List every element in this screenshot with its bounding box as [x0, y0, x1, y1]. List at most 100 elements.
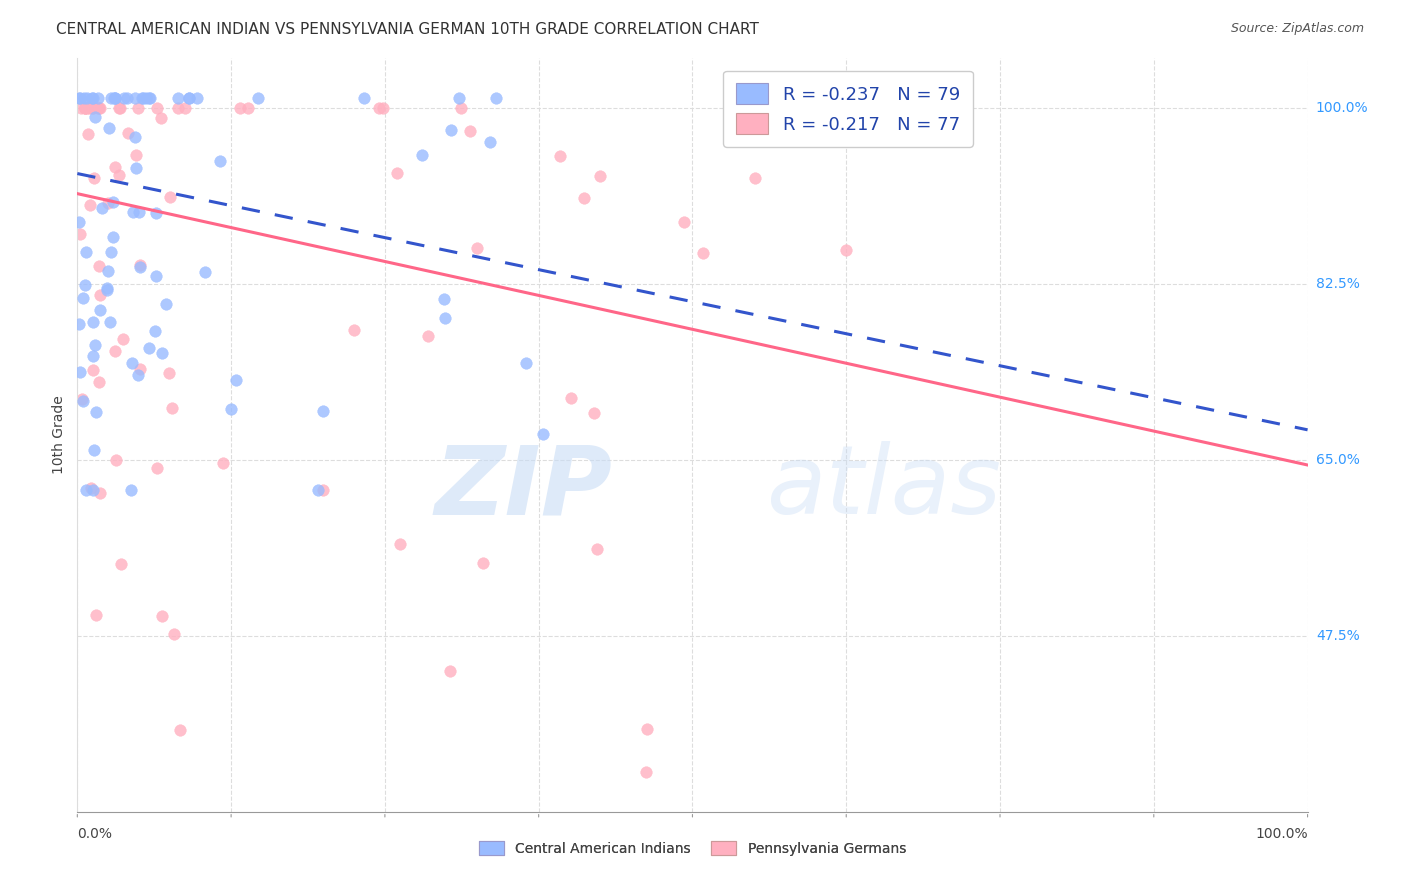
Point — [82, 91, 104, 105]
Point — [149, 111, 172, 125]
Point — [89, 486, 111, 500]
Point — [548, 149, 571, 163]
Point — [434, 310, 457, 325]
Point — [112, 91, 135, 105]
Point — [69, 91, 91, 105]
Point — [312, 403, 335, 417]
Point — [835, 243, 858, 257]
Point — [104, 91, 127, 105]
Point — [586, 541, 609, 556]
Point — [127, 101, 149, 115]
Point — [70, 101, 93, 115]
Point — [371, 101, 394, 115]
Point — [515, 356, 537, 370]
Point — [80, 481, 103, 495]
Point — [418, 328, 440, 343]
Point — [89, 288, 111, 302]
Point — [104, 344, 127, 359]
Point — [177, 91, 200, 105]
Point — [67, 317, 90, 331]
Point — [76, 91, 98, 105]
Point — [588, 169, 610, 183]
Point — [167, 91, 190, 105]
Point — [744, 170, 766, 185]
Point — [122, 204, 145, 219]
Point — [177, 91, 200, 105]
Point — [82, 101, 104, 115]
Point — [87, 259, 110, 273]
Point — [440, 123, 463, 137]
Point — [69, 365, 91, 379]
Point — [159, 189, 181, 203]
Point — [209, 154, 232, 169]
Point — [472, 557, 495, 571]
Point — [186, 91, 208, 105]
Point — [72, 392, 94, 406]
Point — [145, 461, 167, 475]
Point — [77, 128, 100, 142]
Text: 65.0%: 65.0% — [1316, 453, 1360, 467]
Y-axis label: 10th Grade: 10th Grade — [52, 395, 66, 475]
Point — [160, 401, 183, 415]
Point — [115, 91, 138, 105]
Point — [104, 91, 127, 105]
Point — [139, 91, 162, 105]
Point — [101, 195, 124, 210]
Point — [87, 376, 110, 390]
Point — [125, 148, 148, 162]
Point — [84, 607, 107, 622]
Point — [447, 91, 470, 105]
Point — [104, 161, 127, 175]
Point — [124, 129, 146, 144]
Point — [169, 723, 191, 737]
Point — [121, 356, 143, 370]
Point — [96, 283, 118, 297]
Point — [634, 764, 657, 779]
Point — [75, 483, 97, 497]
Point — [97, 121, 120, 136]
Point — [97, 264, 120, 278]
Text: CENTRAL AMERICAN INDIAN VS PENNSYLVANIA GERMAN 10TH GRADE CORRELATION CHART: CENTRAL AMERICAN INDIAN VS PENNSYLVANIA … — [56, 22, 759, 37]
Point — [97, 196, 120, 211]
Point — [91, 202, 114, 216]
Point — [108, 101, 131, 115]
Point — [83, 170, 105, 185]
Point — [692, 246, 714, 260]
Point — [572, 191, 595, 205]
Point — [87, 91, 110, 105]
Point — [163, 626, 186, 640]
Point — [82, 101, 104, 115]
Point — [155, 296, 177, 310]
Text: 100.0%: 100.0% — [1316, 101, 1368, 115]
Point — [145, 205, 167, 219]
Point — [101, 230, 124, 244]
Point — [89, 101, 111, 115]
Point — [368, 101, 391, 115]
Point — [485, 91, 508, 105]
Point — [132, 91, 155, 105]
Point — [157, 366, 180, 380]
Point — [82, 349, 104, 363]
Point — [212, 456, 235, 470]
Point — [343, 323, 366, 337]
Text: 0.0%: 0.0% — [77, 827, 112, 841]
Point — [75, 101, 97, 115]
Point — [75, 101, 97, 115]
Point — [582, 405, 605, 419]
Point — [100, 91, 122, 105]
Point — [465, 241, 488, 255]
Point — [82, 483, 104, 497]
Text: 100.0%: 100.0% — [1256, 827, 1308, 841]
Point — [388, 536, 411, 550]
Point — [150, 608, 173, 623]
Point — [135, 91, 157, 105]
Point — [143, 324, 166, 338]
Point — [167, 101, 190, 115]
Point — [229, 101, 252, 115]
Point — [307, 483, 329, 497]
Point — [145, 269, 167, 284]
Point — [72, 393, 94, 408]
Point — [174, 101, 197, 115]
Point — [67, 91, 90, 105]
Point — [817, 101, 839, 115]
